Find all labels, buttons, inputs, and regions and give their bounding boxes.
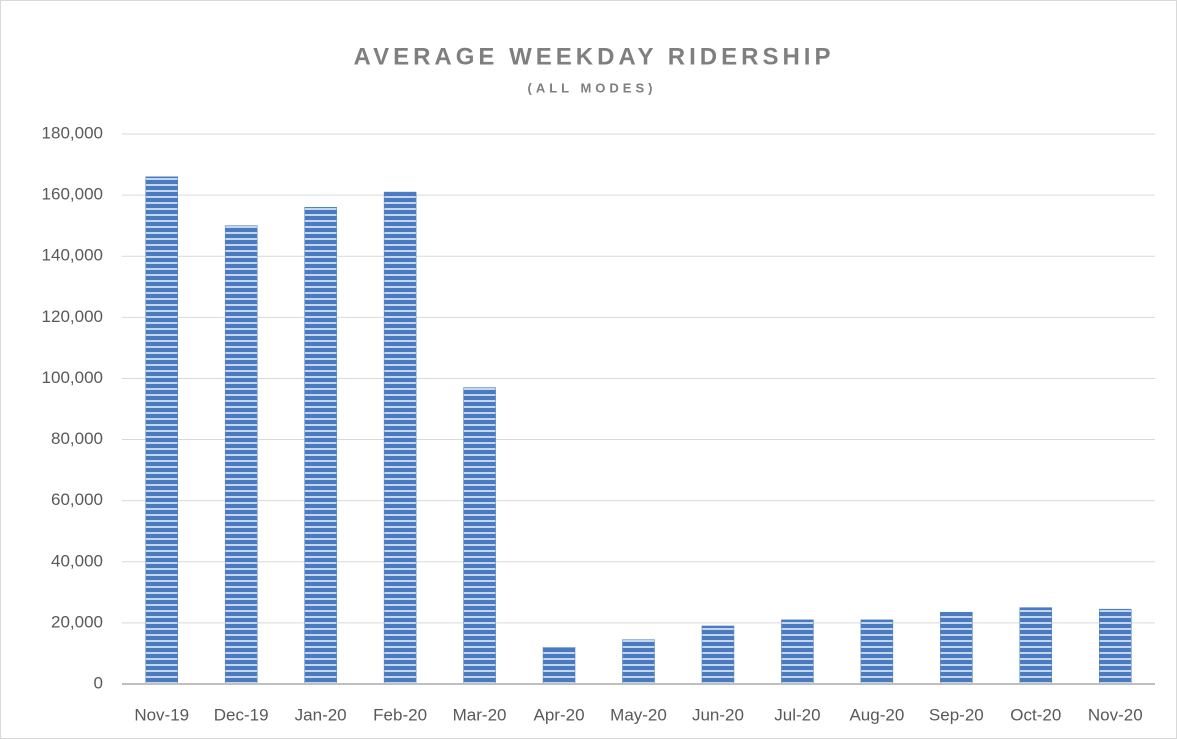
bar xyxy=(781,619,814,685)
bar xyxy=(1099,608,1132,685)
x-tick-label: Nov-20 xyxy=(1088,705,1143,724)
x-tick-label: Mar-20 xyxy=(453,705,507,724)
bar xyxy=(622,639,655,685)
bar xyxy=(224,225,258,685)
x-tick-label: Jan-20 xyxy=(295,705,347,724)
x-tick-label: May-20 xyxy=(610,705,667,724)
bar xyxy=(860,619,894,685)
y-tick-label: 80,000 xyxy=(51,429,103,448)
x-tick-label: Dec-19 xyxy=(214,705,269,724)
bar xyxy=(383,191,417,685)
bar xyxy=(1019,607,1053,685)
y-tick-label: 120,000 xyxy=(42,307,103,326)
bar xyxy=(304,207,337,685)
y-tick-label: 140,000 xyxy=(42,246,103,265)
bar xyxy=(463,387,496,685)
x-tick-label: Jul-20 xyxy=(774,705,820,724)
chart-subtitle: (ALL MODES) xyxy=(528,80,657,95)
x-tick-label: Jun-20 xyxy=(692,705,744,724)
y-tick-label: 40,000 xyxy=(51,551,103,570)
bar xyxy=(542,647,576,685)
y-tick-label: 180,000 xyxy=(42,123,103,142)
y-tick-label: 20,000 xyxy=(51,612,103,631)
x-tick-label: Apr-20 xyxy=(534,705,585,724)
x-tick-label: Oct-20 xyxy=(1010,705,1061,724)
x-tick-label: Nov-19 xyxy=(134,705,189,724)
x-tick-label: Aug-20 xyxy=(849,705,904,724)
y-tick-label: 60,000 xyxy=(51,490,103,509)
bar xyxy=(145,176,178,685)
bar xyxy=(940,611,973,685)
y-tick-label: 0 xyxy=(94,673,103,692)
x-tick-label: Feb-20 xyxy=(373,705,427,724)
y-tick-label: 100,000 xyxy=(42,368,103,387)
bar xyxy=(701,625,735,685)
chart-title: AVERAGE WEEKDAY RIDERSHIP xyxy=(354,43,835,70)
y-tick-label: 160,000 xyxy=(42,185,103,204)
x-tick-label: Sep-20 xyxy=(929,705,984,724)
